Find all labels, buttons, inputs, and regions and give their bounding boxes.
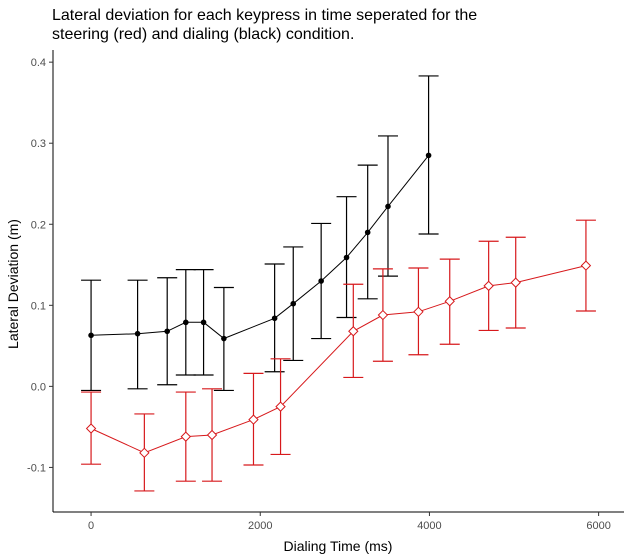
data-point — [85, 423, 97, 434]
data-point — [200, 319, 207, 326]
data-point — [483, 280, 494, 292]
data-point — [364, 229, 371, 236]
x-tick-label: 2000 — [248, 520, 272, 532]
axes: -0.1 0.0 0.1 0.2 0.3 0.4 0 2000 4000 6000 — [27, 50, 624, 532]
data-point — [275, 401, 286, 412]
series-1 — [81, 219, 596, 492]
y-axis-label: Lateral Deviation (m) — [5, 219, 21, 349]
chart-title-line-1: Lateral deviation for each keypress in t… — [52, 7, 478, 24]
x-tick-label: 4000 — [417, 520, 441, 532]
data-point — [248, 414, 259, 425]
data-point — [377, 309, 389, 321]
y-tick-label: 0.0 — [31, 381, 46, 393]
series-line — [90, 265, 587, 454]
y-tick-label: 0.3 — [31, 138, 46, 150]
data-point — [139, 447, 150, 459]
y-tick-label: 0.1 — [31, 300, 46, 312]
data-point — [385, 203, 391, 210]
data-point — [290, 300, 297, 307]
data-point — [343, 254, 350, 261]
data-point — [206, 429, 218, 441]
data-point — [444, 296, 455, 307]
data-point — [221, 335, 227, 342]
data-point — [510, 277, 521, 288]
chart-title-line-2: steering (red) and dialing (black) condi… — [52, 26, 355, 43]
data-point — [180, 431, 192, 442]
y-tick-label: 0.2 — [31, 219, 46, 231]
y-tick-label: -0.1 — [27, 462, 46, 474]
data-point — [413, 306, 424, 318]
x-tick-label: 6000 — [586, 520, 610, 532]
data-point — [425, 152, 432, 159]
data-point — [134, 330, 141, 337]
series-line — [91, 155, 429, 340]
data-point — [164, 328, 170, 335]
data-point — [88, 332, 94, 339]
x-axis-label: Dialing Time (ms) — [284, 538, 393, 554]
data-point — [271, 315, 278, 322]
data-point — [183, 319, 189, 326]
y-tick-label: 0.4 — [31, 57, 46, 69]
data-point — [348, 326, 359, 337]
data-point — [580, 260, 592, 271]
series-0 — [81, 75, 439, 392]
series-layer — [81, 75, 596, 492]
x-tick-label: 0 — [88, 520, 94, 532]
data-point — [318, 278, 324, 284]
